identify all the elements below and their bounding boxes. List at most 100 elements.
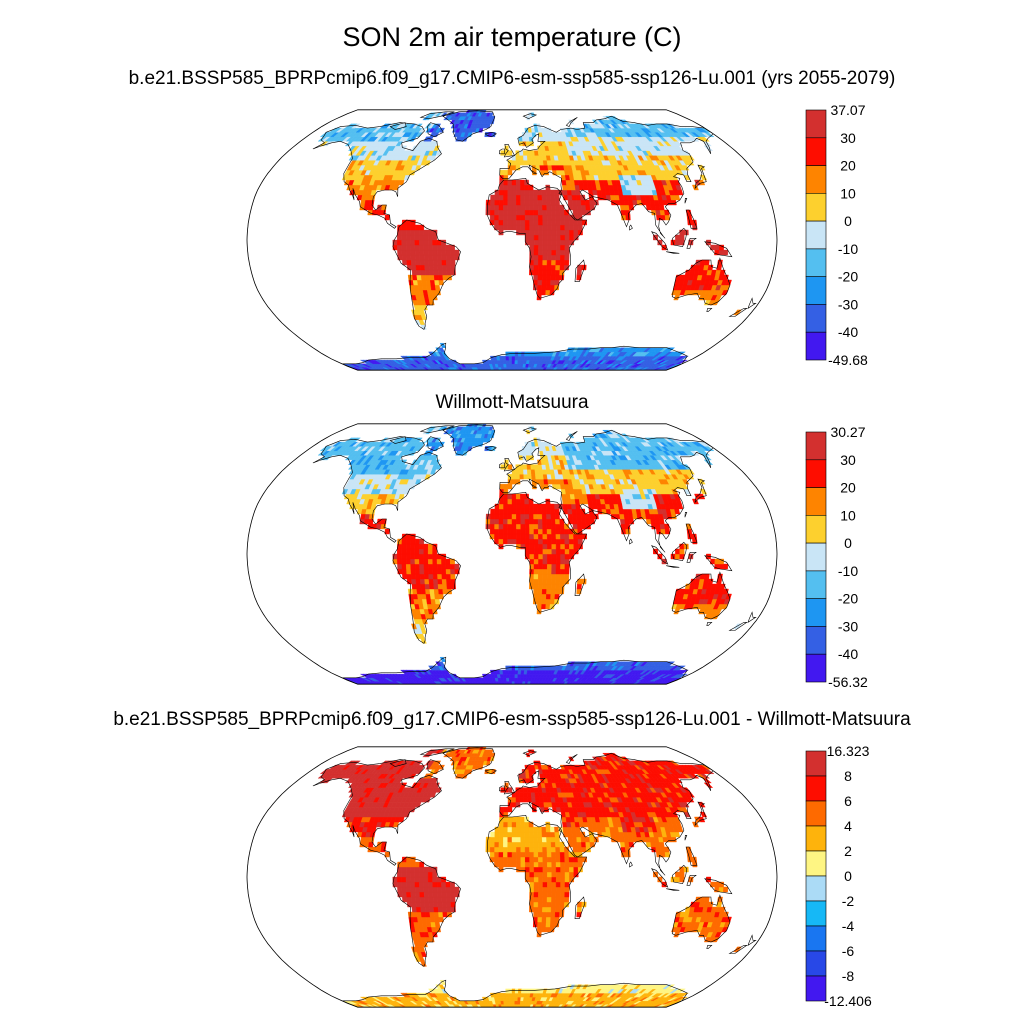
colorbar-label: 4 <box>844 818 852 834</box>
colorbar-label: -49.68 <box>828 352 868 368</box>
map-panel-1: 37.07 30 20 10 0 -10 -20 -30 -40 -49.68 <box>246 102 868 371</box>
colorbar-label: -8 <box>842 968 855 984</box>
coast-antarctica <box>341 656 688 685</box>
coastlines <box>312 747 757 1008</box>
colorbar-swatch <box>805 514 827 544</box>
coast-novaya <box>565 117 578 127</box>
coast-newguinea <box>704 241 733 258</box>
coast-nzsouth <box>728 945 748 954</box>
colorbar-label: 30 <box>840 130 856 146</box>
coast-ireland <box>499 462 505 469</box>
colorbar-swatch <box>805 800 827 827</box>
coast-java <box>666 888 680 891</box>
colorbar-swatch <box>805 431 827 461</box>
coast-ellesmere <box>419 425 455 434</box>
coast-britain <box>503 458 515 472</box>
panel-3-title: b.e21.BSSP585_BPRPcmip6.f09_g17.CMIP6-es… <box>113 709 911 730</box>
coast-ireland <box>499 148 505 155</box>
colorbar-label: 8 <box>844 768 852 784</box>
colorbar-label: -56.32 <box>828 674 868 690</box>
ocean-background <box>247 423 777 685</box>
colorbar-swatch <box>805 925 827 952</box>
coast-sumatra <box>651 868 669 888</box>
colorbar-label: 0 <box>844 535 852 551</box>
colorbar-label: -4 <box>842 918 855 934</box>
colorbar-2: 30.27 30 20 10 0 -10 -20 -30 -40 -56.32 <box>805 424 868 690</box>
temperature-field <box>317 746 742 1008</box>
colorbar-label: 10 <box>840 507 856 523</box>
coast-samerica <box>392 219 461 330</box>
colorbar-label: -20 <box>838 591 858 607</box>
coast-eurasia <box>499 429 714 553</box>
colorbar-swatch <box>805 459 827 488</box>
ocean-background <box>247 109 777 371</box>
colorbar-swatch <box>805 220 827 250</box>
coast-taiwan <box>684 198 688 204</box>
coast-ellesmere <box>419 748 455 757</box>
figure-title: SON 2m air temperature (C) <box>342 22 682 52</box>
coast-australia <box>671 894 731 943</box>
coast-eurasia <box>499 115 714 239</box>
colorbar-swatch <box>805 487 827 516</box>
colorbar-label: -6 <box>842 943 855 959</box>
colorbar-label: -40 <box>838 646 858 662</box>
colorbar-swatch <box>805 598 827 627</box>
map-frame <box>246 109 778 371</box>
coast-africa <box>486 814 588 936</box>
coast-iceland <box>484 445 497 452</box>
colorbar-swatch <box>805 137 827 166</box>
ocean-background <box>247 746 777 1008</box>
coast-britain <box>503 144 515 158</box>
coast-java <box>666 565 680 568</box>
coastlines <box>312 110 757 371</box>
coast-africa <box>486 177 588 299</box>
coast-novaya <box>565 431 578 441</box>
colorbar-swatch <box>805 626 827 655</box>
colorbar-swatch <box>805 975 827 1002</box>
colorbar-label: 6 <box>844 793 852 809</box>
colorbar-swatch <box>805 775 827 802</box>
coastlines <box>312 424 757 685</box>
coast-sulawesi <box>686 238 697 249</box>
map-frame <box>246 746 778 1008</box>
coast-sumatra <box>651 231 669 251</box>
colorbar-label: -2 <box>842 893 855 909</box>
colorbar-1: 37.07 30 20 10 0 -10 -20 -30 -40 -49.68 <box>805 102 868 368</box>
coast-madagascar <box>574 573 586 596</box>
colorbar-label: -10 <box>838 241 858 257</box>
colorbar-swatch <box>805 750 827 777</box>
coast-samerica <box>392 533 461 644</box>
colorbar-swatch <box>805 331 827 361</box>
colorbar-swatch <box>805 542 827 572</box>
coast-taiwan <box>684 835 688 841</box>
colorbar-swatch <box>805 950 827 977</box>
coast-ireland <box>499 785 505 792</box>
coast-madagascar <box>574 259 586 282</box>
coast-japan <box>694 478 707 504</box>
colorbar-label: 30 <box>840 452 856 468</box>
coast-arabia_sri <box>629 861 633 868</box>
coast-newguinea <box>704 555 733 572</box>
colorbar-label: 16.323 <box>827 743 870 759</box>
coast-philippines <box>685 523 698 543</box>
coast-iceland <box>484 768 497 775</box>
colorbar-swatch <box>805 109 827 139</box>
colorbar-swatch <box>805 165 827 194</box>
coast-africa <box>486 491 588 613</box>
coast-antarctica <box>341 979 688 1008</box>
coast-victoria <box>389 122 407 130</box>
coast-australia <box>671 571 731 620</box>
colorbar-swatch <box>805 653 827 683</box>
coast-sumatra <box>651 545 669 565</box>
coast-namerica <box>312 436 442 543</box>
coast-philippines <box>685 209 698 229</box>
colorbar-swatch <box>805 850 827 877</box>
coast-antarctica <box>341 342 688 371</box>
coast-tasmania <box>706 308 713 312</box>
coast-baffin <box>427 122 444 138</box>
colorbar-swatch <box>805 193 827 222</box>
panel-2-title: Willmott-Matsuura <box>435 392 589 413</box>
coast-novaya <box>565 754 578 764</box>
colorbar-label: 2 <box>844 843 852 859</box>
